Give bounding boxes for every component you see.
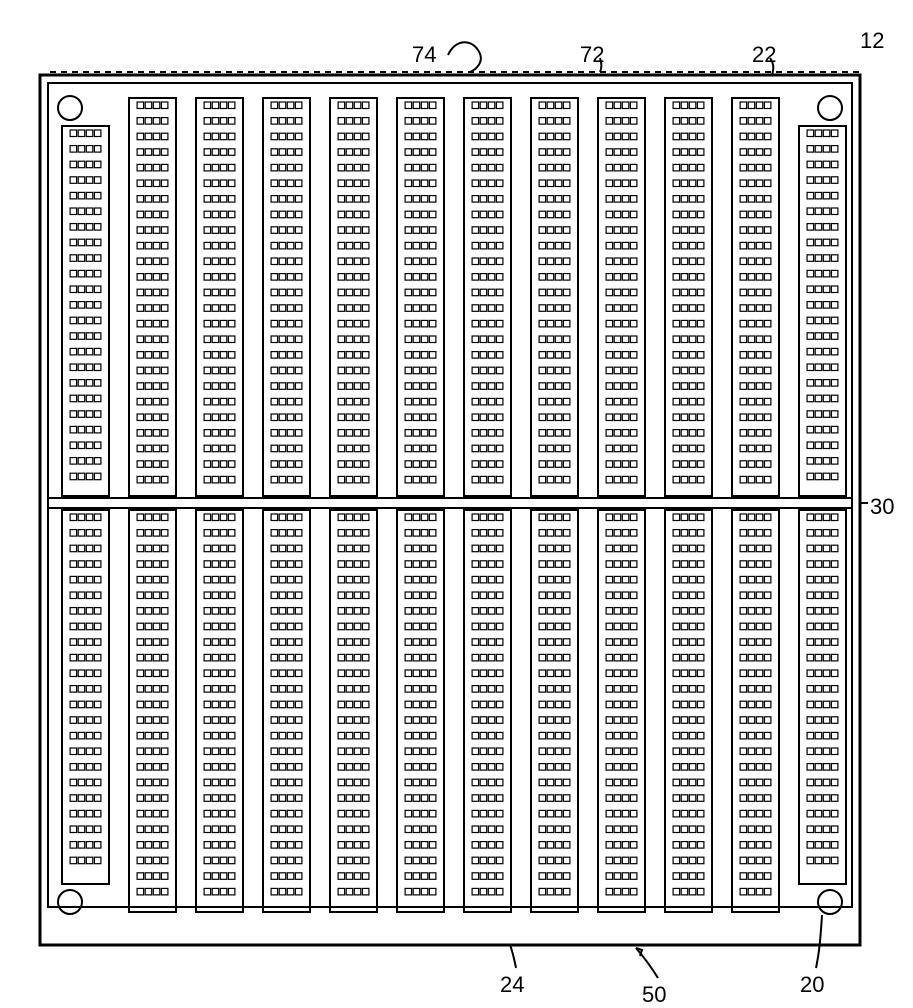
patent-figure-svg: [0, 0, 913, 1000]
ref-label-24: 24: [500, 972, 524, 998]
ref-label-72: 72: [580, 42, 604, 68]
ref-label-12: 12: [860, 28, 884, 54]
ref-label-20: 20: [800, 972, 824, 998]
figure-container: 12 22 72 74 30 20 24 50: [0, 0, 913, 1000]
ref-label-30: 30: [870, 494, 894, 520]
ref-label-22: 22: [752, 42, 776, 68]
ref-label-74: 74: [412, 42, 436, 68]
ref-label-50: 50: [642, 982, 666, 1008]
